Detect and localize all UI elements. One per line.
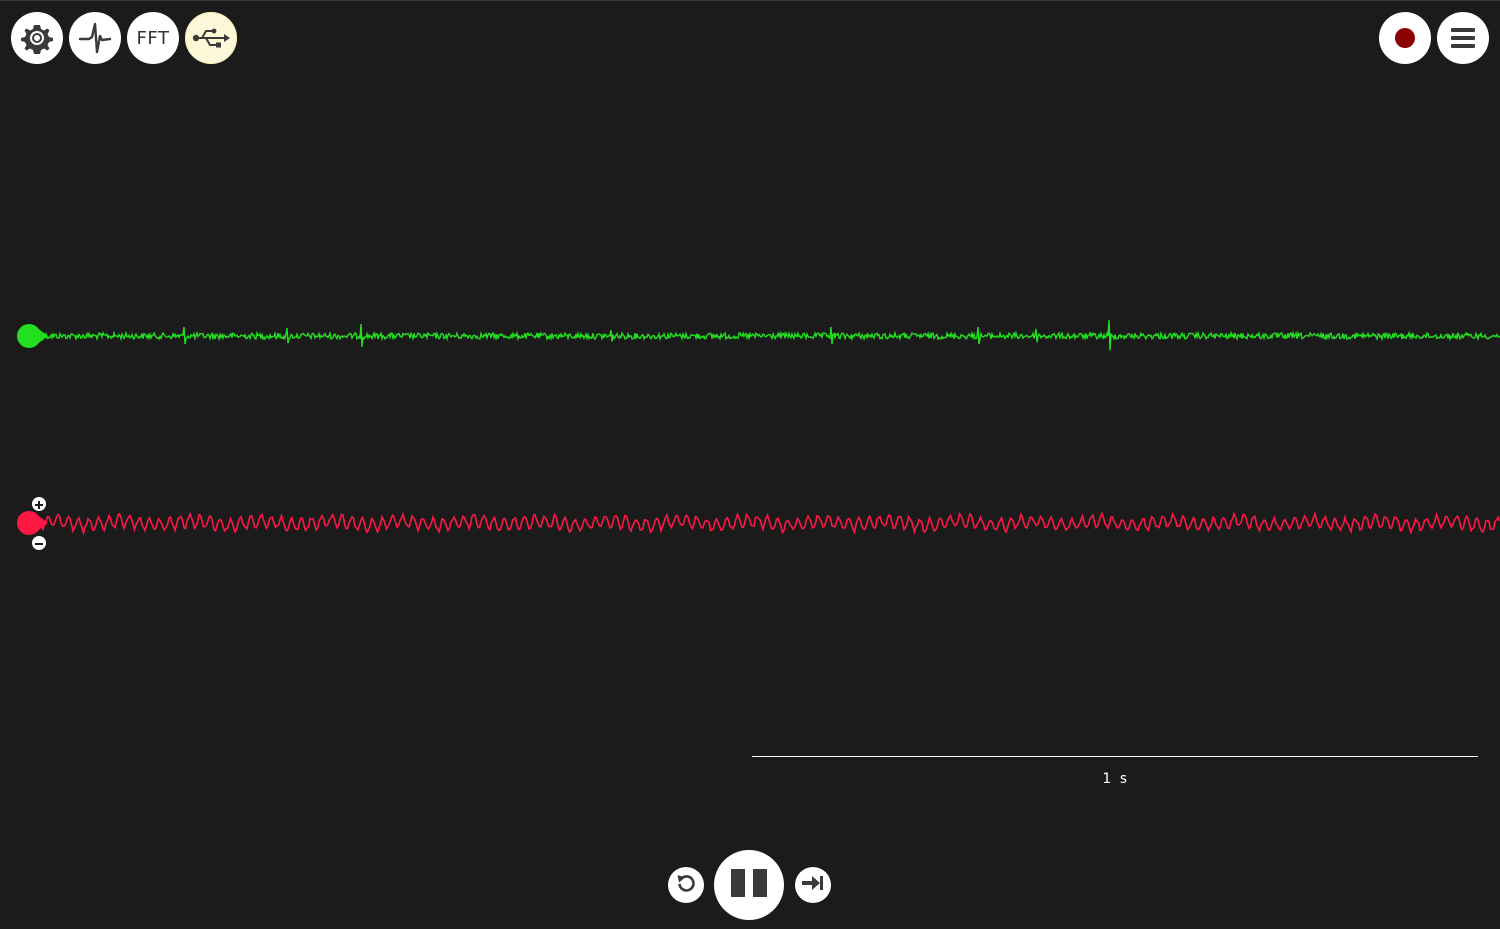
skip-to-end-button[interactable]: [795, 867, 831, 903]
channel-1-trace: [39, 319, 1500, 351]
record-icon: [1394, 27, 1416, 49]
settings-button[interactable]: [11, 12, 63, 64]
top-border: [0, 0, 1500, 1]
usb-button[interactable]: [185, 12, 237, 64]
fft-label: FFT: [136, 27, 170, 49]
channel-1-handle[interactable]: [17, 324, 48, 348]
skip-to-end-icon: [801, 874, 825, 896]
channel-2-trace: [39, 510, 1500, 536]
zoom-in-button[interactable]: [32, 497, 46, 511]
gear-icon: [19, 20, 55, 56]
pause-icon: [729, 868, 769, 902]
rewind-icon: [675, 872, 697, 898]
fft-button[interactable]: FFT: [127, 12, 179, 64]
rewind-button[interactable]: [668, 867, 704, 903]
menu-button[interactable]: [1437, 12, 1489, 64]
menu-icon: [1450, 25, 1476, 51]
minus-icon: [34, 534, 44, 553]
record-button[interactable]: [1379, 12, 1431, 64]
usb-icon: [191, 26, 231, 50]
timescale-bar: [752, 756, 1478, 757]
pause-button[interactable]: [714, 850, 784, 920]
plus-icon: [34, 495, 44, 514]
spike-view-button[interactable]: [69, 12, 121, 64]
spike-waveform-icon: [77, 20, 113, 56]
channel-2-handle[interactable]: [17, 511, 48, 535]
zoom-out-button[interactable]: [32, 536, 46, 550]
timescale-label: 1 s: [1102, 771, 1128, 787]
